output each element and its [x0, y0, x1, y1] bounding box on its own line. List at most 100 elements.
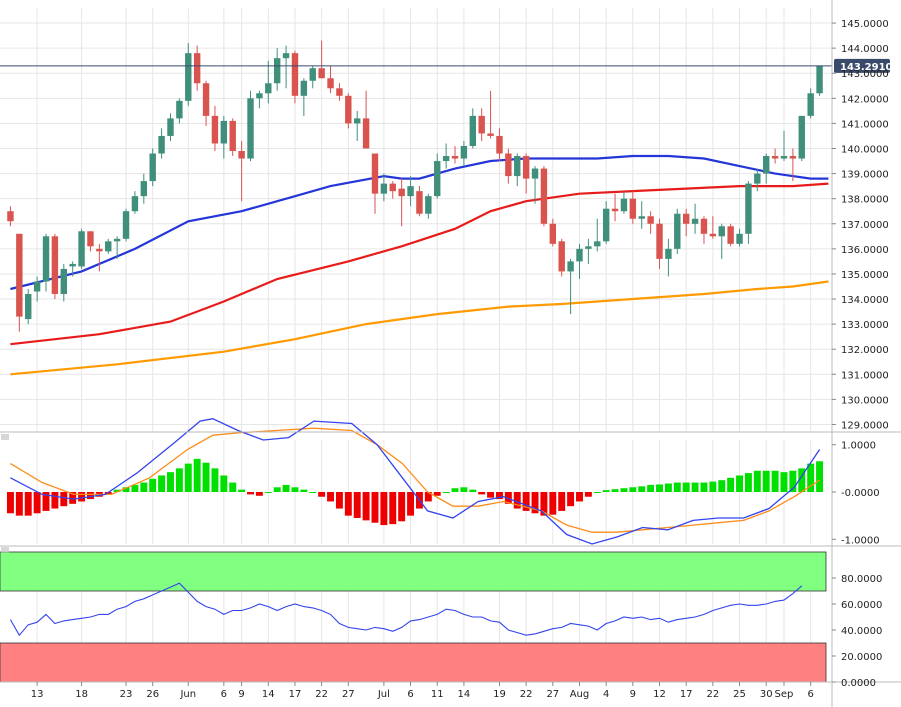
candle-body: [407, 186, 414, 197]
candle-body: [291, 53, 299, 96]
price-tick-label: 137.0000: [841, 220, 889, 231]
candle-body: [140, 181, 148, 197]
candle-body: [176, 100, 183, 119]
macd-histogram-bar: [202, 462, 210, 492]
macd-histogram-bar: [149, 478, 157, 492]
x-tick-label: 6: [221, 689, 227, 700]
macd-histogram-bar: [33, 492, 41, 514]
candle-body: [345, 95, 352, 124]
x-tick-label: 12: [653, 689, 666, 700]
rsi-overbought-zone: [0, 551, 827, 592]
candle-body: [256, 93, 263, 99]
macd-histogram-bar: [620, 488, 628, 492]
macd-histogram-bar: [567, 492, 575, 507]
moving-averages-layer: [10, 154, 829, 376]
price-tick-label: 144.0000: [841, 44, 889, 55]
candle-body: [149, 153, 156, 182]
candle-body: [380, 183, 388, 194]
candle-body: [42, 236, 50, 282]
macd-histogram-bar: [291, 487, 299, 492]
x-tick-label: 25: [733, 689, 746, 700]
macd-histogram-bar: [700, 482, 708, 492]
candle-body: [51, 236, 59, 295]
macd-histogram-bar: [238, 489, 246, 492]
candle-body: [816, 65, 823, 94]
macd-histogram-bar: [273, 487, 281, 492]
candle-body: [318, 68, 325, 79]
ma-fast-line: [10, 154, 829, 291]
current-price-tag-background: [834, 58, 890, 73]
candle-body: [69, 263, 76, 267]
macd-histogram-bar: [122, 487, 130, 492]
candle-body: [105, 241, 112, 252]
candle-body: [273, 58, 281, 84]
macd-histogram-bar: [442, 492, 450, 493]
macd-histogram-bar: [193, 458, 201, 492]
x-tick-label: 22: [520, 689, 533, 700]
macd-histogram-bar: [495, 492, 503, 500]
macd-histogram-bar: [576, 492, 583, 502]
candle-body: [602, 208, 610, 242]
candle-body: [398, 188, 405, 197]
rsi-tick-label: 80.0000: [841, 574, 882, 585]
candle-body: [789, 156, 797, 159]
candle-body: [229, 120, 236, 152]
current-price-value: 143.2910: [840, 62, 893, 73]
macd-histogram-bar: [744, 473, 752, 492]
candle-body: [185, 53, 192, 101]
macd-histogram-bar: [220, 475, 228, 492]
candle-body: [585, 246, 592, 249]
price-tick-label: 141.0000: [841, 119, 889, 130]
x-tick-label: 14: [262, 689, 275, 700]
macd-tick-label: -1.0000: [841, 535, 880, 546]
rsi-tick-label: 0.0000: [841, 678, 876, 689]
price-tick-label: 139.0000: [841, 170, 889, 181]
macd-panel: [6, 418, 824, 545]
x-tick-label: 17: [289, 689, 302, 700]
macd-histogram-bar: [184, 463, 192, 492]
candle-body: [211, 115, 219, 144]
macd-histogram-bar: [6, 492, 14, 514]
price-tick-label: 140.0000: [841, 144, 889, 155]
candle-body: [576, 248, 583, 262]
macd-signal-line: [10, 427, 820, 533]
candle-body: [25, 294, 32, 320]
macd-histogram-bar: [531, 492, 539, 514]
macd-histogram-bar: [380, 492, 388, 526]
candle-body: [487, 133, 494, 136]
macd-histogram-bar: [816, 461, 824, 492]
candle-body: [567, 261, 574, 272]
x-tick-label: 17: [680, 689, 693, 700]
macd-histogram-bar: [158, 475, 166, 492]
macd-histogram-bar: [362, 492, 370, 521]
macd-histogram-bar: [460, 487, 468, 492]
macd-histogram-bar: [113, 489, 121, 492]
candle-body: [691, 218, 699, 224]
price-tick-label: 133.0000: [841, 320, 889, 331]
macd-histogram-bar: [335, 492, 343, 509]
candle-body: [745, 183, 752, 234]
macd-histogram-bar: [584, 492, 592, 497]
candle-body: [425, 196, 432, 214]
candle-body: [709, 233, 717, 237]
candle-body: [33, 281, 41, 292]
macd-histogram-bar: [247, 492, 254, 495]
ma-slow-line: [10, 280, 829, 376]
candles-layer: [7, 40, 823, 332]
macd-histogram-bar: [780, 472, 788, 492]
macd-histogram-bar: [407, 492, 415, 516]
candle-body: [265, 83, 272, 94]
rsi-tick-label: 20.0000: [841, 652, 882, 663]
candle-body: [780, 156, 788, 159]
candle-body: [371, 153, 379, 194]
price-tick-label: 138.0000: [841, 195, 889, 206]
candle-body: [389, 183, 396, 192]
candle-body: [496, 135, 503, 154]
macd-histogram-bar: [593, 492, 601, 493]
candle-body: [727, 226, 734, 244]
macd-histogram-bar: [602, 490, 610, 492]
rsi-oversold-zone: [0, 642, 827, 683]
candle-body: [522, 156, 530, 179]
x-tick-label: 6: [807, 689, 813, 700]
